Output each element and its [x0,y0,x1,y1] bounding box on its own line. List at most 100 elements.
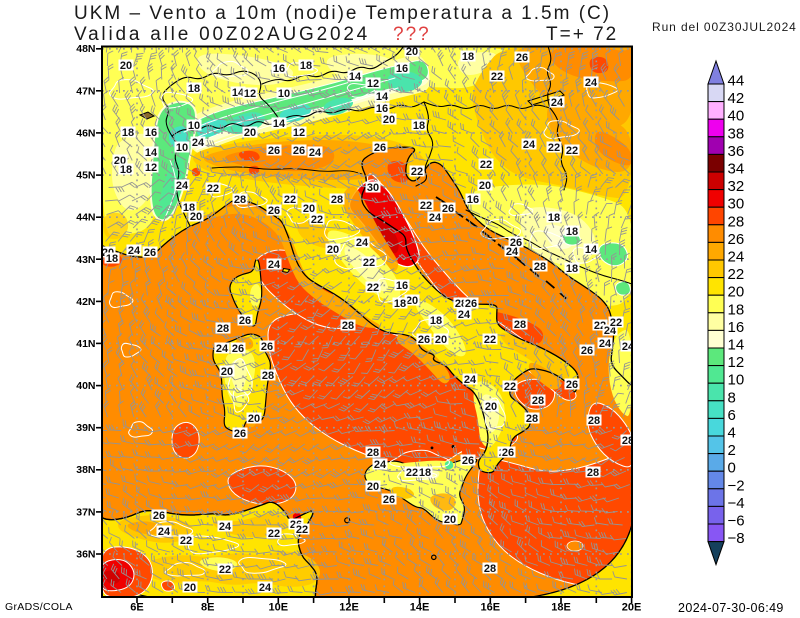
svg-text:16: 16 [396,280,408,292]
svg-text:28: 28 [234,194,246,206]
svg-text:24: 24 [356,237,369,249]
svg-text:4: 4 [728,425,736,442]
svg-text:22: 22 [504,381,516,393]
svg-text:18: 18 [394,298,406,310]
svg-text:26: 26 [502,447,514,459]
svg-text:39N: 39N [76,422,95,434]
svg-text:28: 28 [588,415,600,427]
svg-text:20: 20 [244,127,256,139]
svg-text:26: 26 [442,203,454,215]
svg-text:46N: 46N [76,127,95,139]
svg-text:24: 24 [728,249,745,266]
svg-text:28: 28 [262,370,274,382]
svg-text:18: 18 [120,164,132,176]
svg-text:44: 44 [728,73,745,90]
svg-text:26: 26 [516,52,528,64]
svg-text:26: 26 [383,494,395,506]
svg-text:24: 24 [219,521,232,533]
svg-text:20: 20 [120,60,132,72]
svg-text:28: 28 [532,395,544,407]
svg-text:22: 22 [491,71,503,83]
svg-text:20: 20 [728,284,745,301]
svg-text:12: 12 [367,78,379,90]
svg-text:22: 22 [363,257,375,269]
svg-text:28: 28 [331,194,343,206]
svg-text:16E: 16E [481,602,501,614]
svg-text:24: 24 [604,325,617,337]
svg-text:−8: −8 [728,530,745,547]
svg-text:12: 12 [244,88,256,100]
svg-text:40: 40 [728,108,745,125]
svg-text:34: 34 [728,161,745,178]
svg-text:18: 18 [566,263,578,275]
svg-text:24: 24 [192,137,205,149]
svg-text:26: 26 [153,510,165,522]
svg-text:24: 24 [216,343,229,355]
svg-text:20: 20 [221,366,233,378]
svg-text:22: 22 [728,266,745,283]
svg-text:0: 0 [728,460,736,477]
svg-text:24: 24 [506,246,519,258]
svg-text:28: 28 [342,320,354,332]
svg-text:20: 20 [303,203,315,215]
svg-text:24: 24 [551,97,564,109]
svg-text:24: 24 [458,309,471,321]
svg-text:16: 16 [376,103,388,115]
svg-text:18: 18 [728,301,745,318]
svg-text:38N: 38N [76,464,95,476]
svg-text:16: 16 [145,127,157,139]
svg-text:−4: −4 [728,495,745,512]
svg-text:22: 22 [296,524,308,536]
svg-text:14: 14 [273,118,286,130]
svg-text:12E: 12E [339,602,359,614]
svg-text:20: 20 [327,244,339,256]
svg-text:16: 16 [728,319,745,336]
svg-text:14: 14 [585,244,598,256]
svg-text:37N: 37N [76,506,95,518]
svg-text:−2: −2 [728,477,745,494]
svg-text:24: 24 [259,582,272,594]
svg-text:40N: 40N [76,380,95,392]
svg-text:UKM – Vento a 10m (nodi)e Temp: UKM – Vento a 10m (nodi)e Temperatura a … [74,3,611,24]
svg-text:20: 20 [406,295,418,307]
svg-text:T=+ 72: T=+ 72 [546,24,618,45]
svg-text:28: 28 [526,413,538,425]
svg-text:18: 18 [300,60,312,72]
svg-text:47N: 47N [76,85,95,97]
svg-text:22: 22 [219,564,231,576]
svg-text:45N: 45N [76,170,95,182]
svg-text:22: 22 [484,334,496,346]
svg-text:24: 24 [429,212,442,224]
svg-text:22: 22 [311,214,323,226]
svg-text:26: 26 [462,455,474,467]
svg-text:20: 20 [383,114,395,126]
svg-text:28: 28 [622,435,634,447]
svg-text:20: 20 [435,334,447,346]
svg-text:28: 28 [367,447,379,459]
svg-text:28: 28 [534,261,546,273]
svg-text:16: 16 [467,194,479,206]
svg-text:18: 18 [430,315,442,327]
svg-text:22: 22 [180,535,192,547]
svg-text:36N: 36N [76,549,95,561]
svg-text:22: 22 [411,166,423,178]
svg-text:24: 24 [309,147,322,159]
svg-text:10: 10 [176,142,188,154]
svg-text:10: 10 [278,88,290,100]
svg-text:18E: 18E [551,602,571,614]
svg-text:12: 12 [728,354,745,371]
svg-text:26: 26 [566,379,578,391]
svg-text:26: 26 [234,428,246,440]
svg-text:10E: 10E [269,602,289,614]
svg-text:−6: −6 [728,513,745,530]
svg-text:28: 28 [484,563,496,575]
svg-text:24: 24 [176,180,189,192]
svg-text:14: 14 [728,337,745,354]
svg-text:20: 20 [248,413,260,425]
svg-text:28: 28 [728,213,745,230]
svg-text:14: 14 [376,91,389,103]
svg-text:26: 26 [268,205,280,217]
svg-text:22: 22 [367,282,379,294]
svg-text:20: 20 [485,401,497,413]
svg-text:22: 22 [420,200,432,212]
